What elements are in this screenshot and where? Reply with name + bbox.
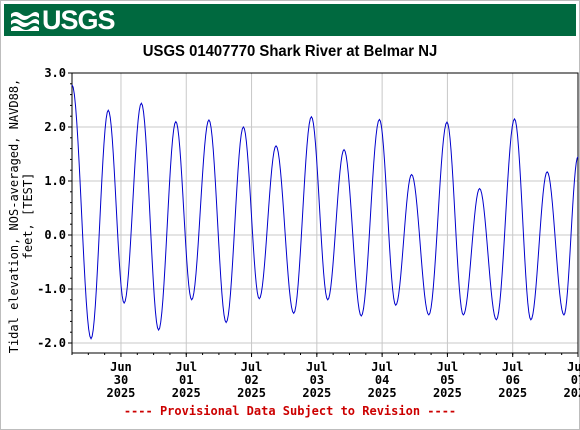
x-tick-label: 05 [440,373,454,387]
x-tick-label: 2025 [237,386,266,400]
x-tick-label: 04 [375,373,389,387]
x-tick-label: 2025 [564,386,580,400]
x-tick-label: 01 [179,373,193,387]
series-layer [71,84,579,340]
x-tick-label: 2025 [107,386,136,400]
grid-lines [72,72,579,353]
x-tick-label: Jul [306,360,328,374]
x-tick-label: Jul [567,360,580,374]
x-tick-label: 07 [571,373,580,387]
y-tick-label: 3.0 [44,66,66,80]
y-tick-label: 2.0 [44,120,66,134]
y-tick-label: -2.0 [37,336,66,350]
x-tick-label: 2025 [302,386,331,400]
usgs-header-banner: USGS [4,4,576,36]
x-tick-label: 2025 [433,386,462,400]
x-tick-label: 03 [310,373,324,387]
x-tick-label: 30 [114,373,128,387]
x-tick-label: 06 [505,373,519,387]
x-tick-label: 02 [244,373,258,387]
x-tick-label: Jul [502,360,524,374]
usgs-logo[interactable]: USGS [10,4,116,35]
y-tick-label: 0.0 [44,228,66,242]
x-tick-label: Jul [371,360,393,374]
y-tick-label: -1.0 [37,282,66,296]
plot-area-border [71,72,579,354]
x-tick-label: 2025 [498,386,527,400]
y-axis-ticks: 3.0 2.0 1.0 0.0 -1.0 -2.0 [37,66,72,350]
x-tick-label: Jul [437,360,459,374]
provisional-data-notice: ---- Provisional Data Subject to Revisio… [123,404,457,418]
y-axis-label-line1: Tidal elevation, NOS-averaged, NAVD88, [7,79,21,354]
x-tick-label: 2025 [368,386,397,400]
usgs-wave-icon [11,12,39,31]
usgs-logo-text: USGS [42,4,116,35]
chart-title: USGS 01407770 Shark River at Belmar NJ [142,43,438,60]
x-axis-ticks: Jun302025Jul012025Jul022025Jul032025Jul0… [71,353,580,400]
x-tick-label: Jul [241,360,263,374]
x-tick-label: Jun [110,360,132,374]
tidal-elevation-line [71,84,579,340]
x-tick-label: Jul [175,360,197,374]
x-tick-label: 2025 [172,386,201,400]
y-axis-label-line2: feet, [TEST] [21,173,35,260]
y-tick-label: 1.0 [44,174,66,188]
